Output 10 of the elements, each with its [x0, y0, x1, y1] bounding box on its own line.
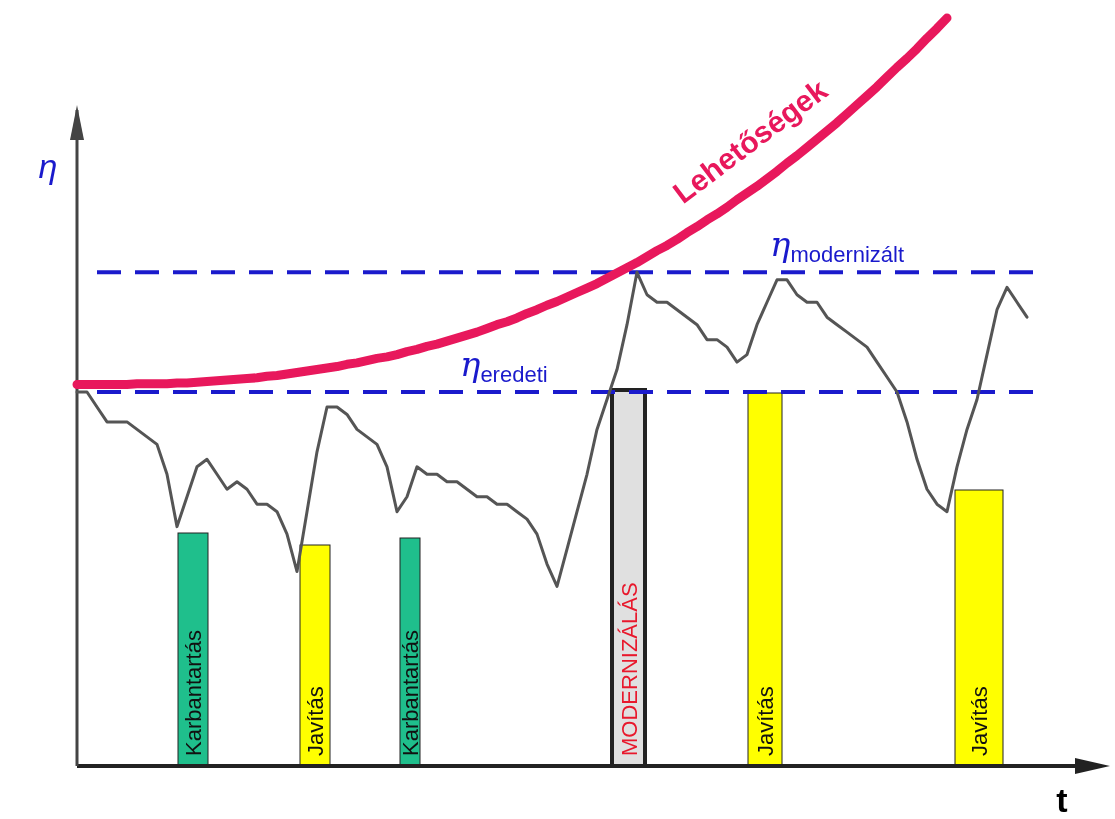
x-axis-title: t	[1056, 781, 1068, 819]
annotation: Javítás	[753, 686, 778, 756]
ref-line-label: η$_{eredeti}$	[460, 344, 548, 387]
annotation: Javítás	[967, 686, 992, 756]
annotation: Karbantartás	[398, 630, 423, 756]
annotation: MODERNIZÁLÁS	[616, 582, 642, 756]
y-axis-title: η	[38, 147, 58, 185]
annotation: Javítás	[303, 686, 328, 756]
annotation: Karbantartás	[181, 630, 206, 756]
ref-line-label: η$_{modernizált}$	[770, 224, 905, 267]
